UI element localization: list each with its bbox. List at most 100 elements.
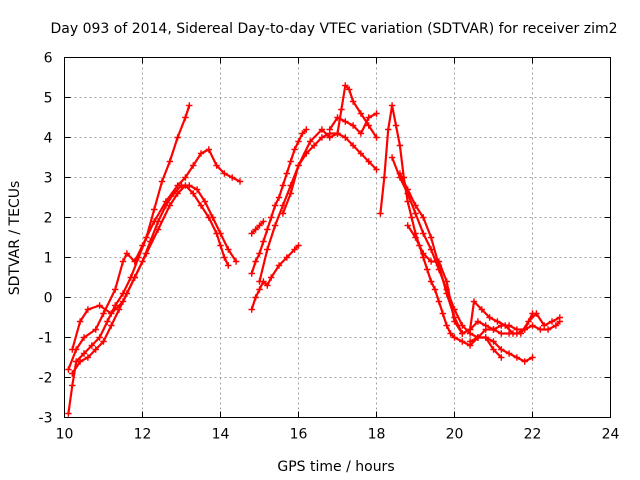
data-point [264,246,271,253]
series-arc-4 [69,182,232,353]
y-tick-label: -2 [39,371,53,387]
data-point [260,238,267,245]
data-point [291,246,298,253]
data-point [412,234,419,241]
data-point [424,266,431,273]
x-tick-label: 14 [212,427,230,443]
data-point [139,242,146,249]
data-point [275,194,283,201]
data-point [349,142,357,149]
data-point [459,322,466,329]
data-point [326,126,333,133]
data-point [213,162,220,169]
x-tick-label: 16 [290,427,308,443]
data-point [104,318,111,325]
series-line [258,132,378,283]
data-point [529,310,536,317]
data-point [205,146,212,153]
data-point [388,154,396,161]
data-point [221,254,228,261]
data-point [96,334,103,341]
data-point [318,126,326,133]
series-arc-6 [248,242,302,313]
data-point [412,210,419,217]
data-point [84,306,92,313]
data-point [252,258,259,265]
x-tick-label: 10 [56,427,74,443]
data-point [123,250,131,257]
data-point [252,294,259,301]
data-point [225,262,232,269]
data-point [256,278,263,285]
data-point [303,126,310,133]
data-point [283,254,290,261]
data-point [365,122,372,129]
data-point [69,370,76,377]
x-tick-label: 24 [602,427,620,443]
series-line [281,84,378,215]
data-point [408,214,415,221]
data-point [283,170,290,177]
data-point [357,150,365,157]
data-point [221,170,228,177]
data-point [490,346,497,353]
data-point [346,86,353,93]
data-point [154,226,162,233]
data-point [213,230,220,237]
data-point [151,206,158,213]
data-point [256,222,263,229]
data-point [451,334,458,341]
data-point [268,214,275,221]
series-arc-2 [65,146,244,373]
series-line [379,104,534,363]
data-point [470,298,478,305]
data-point [260,218,267,225]
data-point [108,322,115,329]
series-line [71,184,238,375]
data-point [474,318,482,325]
data-point [451,318,458,325]
data-point [396,142,404,149]
data-point [431,286,439,293]
data-point [342,118,349,125]
data-point [404,222,411,229]
data-point [482,334,489,341]
data-point [248,230,255,237]
data-point [88,342,95,349]
data-point [186,102,193,109]
series-line [71,184,230,351]
plot-frame [64,57,611,418]
data-point [69,346,76,353]
data-point [80,334,88,341]
data-point [435,298,443,305]
data-point [119,298,127,305]
data-point [256,250,263,257]
series-arc-1 [65,102,193,417]
data-point [439,310,446,317]
data-point [544,326,552,333]
data-point [248,270,255,277]
data-point [182,114,189,121]
data-point [494,318,501,325]
data-point [502,322,509,329]
data-point [76,358,84,365]
data-point [100,338,107,345]
data-point [217,242,224,249]
series-arc-5 [248,126,310,277]
data-point [174,134,181,141]
data-point [466,326,474,333]
data-point [486,314,493,321]
data-series [65,82,563,417]
data-point [443,322,450,329]
data-point [112,286,119,293]
data-point [548,318,556,325]
data-point [537,326,544,333]
data-point [541,322,548,329]
data-point [193,186,201,193]
data-point [447,330,454,337]
data-point [182,182,189,189]
data-point [205,214,212,221]
y-tick-label: -1 [39,331,53,347]
data-point [420,250,427,257]
